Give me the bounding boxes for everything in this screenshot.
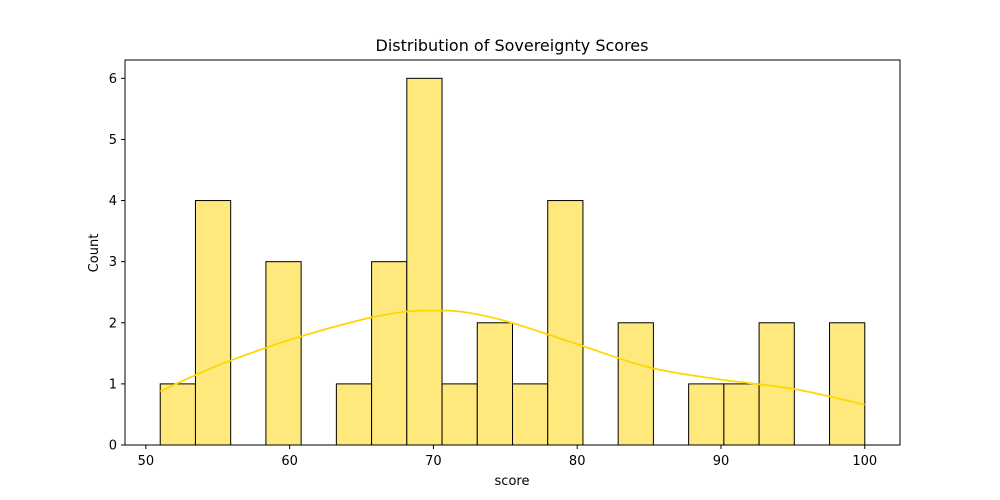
histogram-bar-10	[512, 383, 549, 446]
histogram-bar-0	[159, 383, 196, 446]
x-tick-label-70: 70	[425, 454, 442, 469]
x-tick-label-60: 60	[281, 454, 298, 469]
y-axis-label: Count	[87, 234, 102, 273]
x-tick-label-100: 100	[852, 454, 877, 469]
histogram-bar-13	[617, 322, 654, 446]
y-tick-label-2: 2	[109, 316, 117, 331]
histogram-bar-9	[476, 322, 514, 446]
y-tick-label-4: 4	[109, 194, 117, 209]
x-tick-label-80: 80	[569, 454, 586, 469]
y-tick-label-0: 0	[109, 439, 117, 454]
chart-title: Distribution of Sovereignty Scores	[376, 36, 649, 55]
histogram-bar-11	[547, 200, 584, 446]
kde-curve	[159, 309, 865, 406]
histogram-bar-1	[194, 200, 232, 446]
histogram-bar-8	[441, 383, 478, 446]
histogram-bar-3	[265, 261, 302, 446]
plot-frame	[124, 59, 901, 446]
y-tick-label-5: 5	[109, 133, 117, 148]
y-tick-label-6: 6	[109, 72, 117, 87]
histogram-bar-15	[688, 383, 725, 446]
histogram-bar-6	[371, 261, 408, 446]
y-tick-label-1: 1	[109, 377, 117, 392]
bars-group	[159, 77, 866, 446]
histogram-bar-17	[758, 322, 795, 446]
histogram-bar-5	[335, 383, 373, 446]
y-axis-ticks: 0 1 2 3 4 5 6	[109, 72, 125, 454]
y-tick-label-3: 3	[109, 255, 117, 270]
histogram-bar-16	[723, 383, 760, 446]
x-axis-ticks: 50 60 70 80 90 100	[138, 445, 877, 469]
histogram-bar-19	[829, 322, 866, 446]
x-tick-label-50: 50	[138, 454, 155, 469]
x-axis-label: score	[495, 474, 530, 489]
histogram-bar-7	[406, 77, 443, 446]
x-tick-label-90: 90	[713, 454, 730, 469]
